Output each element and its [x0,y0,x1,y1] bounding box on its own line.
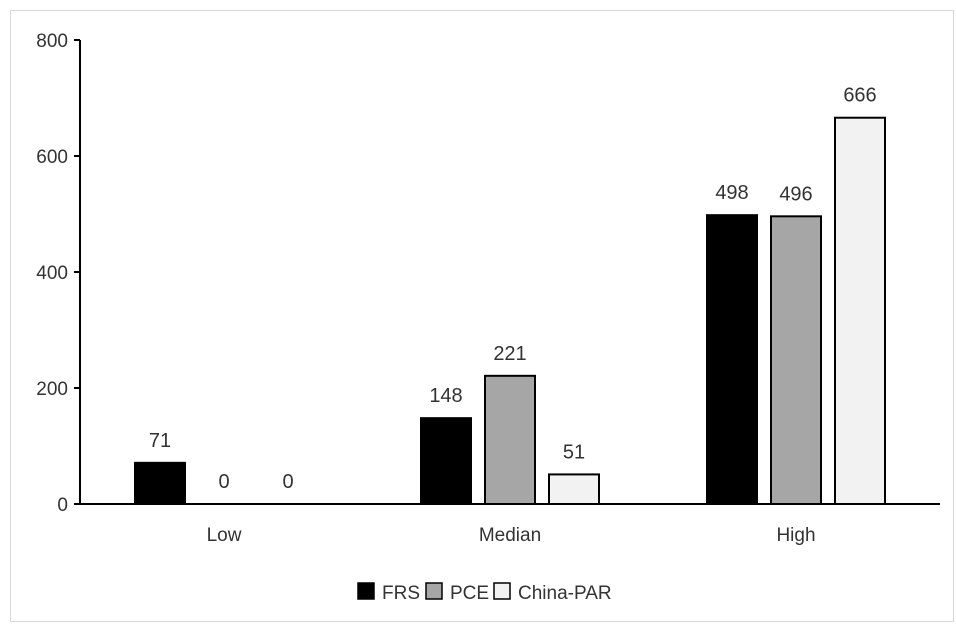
bar-frs-high [706,214,758,505]
data-label: 0 [218,471,229,493]
x-category-label: Median [479,525,541,546]
legend: FRS PCE China-PAR [357,582,612,604]
data-label: 0 [282,471,293,493]
bar-pce-high [770,215,822,505]
data-label: 71 [149,430,171,452]
y-tick-label: 0 [57,495,68,516]
data-label: 496 [779,183,812,205]
data-label: 221 [493,343,526,365]
legend-label: FRS [382,583,420,604]
y-tick-label: 400 [36,263,68,284]
y-tick-label: 600 [36,147,68,168]
y-tick-label: 200 [36,379,68,400]
legend-swatch-china-par [493,582,511,600]
bar-frs-median [420,417,472,505]
x-category-label: Low [207,525,242,546]
data-label: 51 [563,441,585,463]
legend-swatch-pce [425,582,443,600]
data-label: 498 [715,182,748,204]
bar-china-par-high [834,116,886,505]
bars: 71 0 0 148 221 51 498 496 666 [134,85,886,506]
legend-label: China-PAR [518,583,612,604]
bar-china-par-median [548,473,600,506]
y-axis: 0 200 400 600 800 [36,31,81,516]
bar-pce-median [484,374,536,505]
data-label: 666 [843,85,876,107]
x-axis: Low Median High [80,503,940,546]
x-category-label: High [776,525,815,546]
legend-swatch-frs [357,582,375,600]
bar-frs-low [134,461,186,506]
legend-label: PCE [450,583,489,604]
data-label: 148 [429,385,462,407]
y-tick-label: 800 [36,31,68,52]
